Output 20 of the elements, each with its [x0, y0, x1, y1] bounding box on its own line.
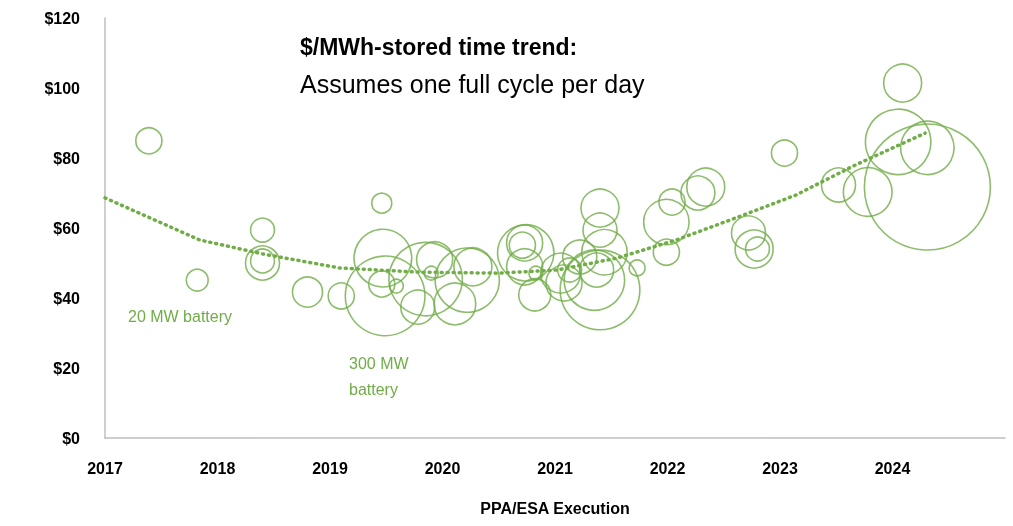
y-tick-label: $60: [53, 219, 81, 237]
y-tick-label: $120: [44, 9, 81, 27]
x-tick-label: 2020: [424, 459, 461, 477]
x-tick-label: 2017: [87, 459, 123, 477]
y-tick-label: $40: [53, 289, 81, 307]
x-tick-label: 2019: [312, 459, 348, 477]
x-tick-label: 2024: [874, 459, 911, 477]
y-tick-label: $80: [53, 149, 81, 167]
y-tick-label: $20: [53, 359, 81, 377]
annotation: 300 MW battery: [349, 354, 414, 398]
text: Assumes one full cycle per day: [300, 69, 646, 98]
x-tick-label: 2021: [537, 459, 573, 477]
x-tick-label: 2023: [762, 459, 798, 477]
x-tick-label: 2018: [199, 459, 236, 477]
x-axis-title: PPA/ESA Execution: [480, 499, 630, 517]
y-tick-label: $100: [44, 79, 81, 97]
x-tick-label: 2022: [649, 459, 686, 477]
annotation: 20 MW battery: [128, 307, 233, 325]
y-tick-label: $0: [62, 429, 81, 447]
text: $/MWh-stored time trend:: [300, 33, 578, 60]
